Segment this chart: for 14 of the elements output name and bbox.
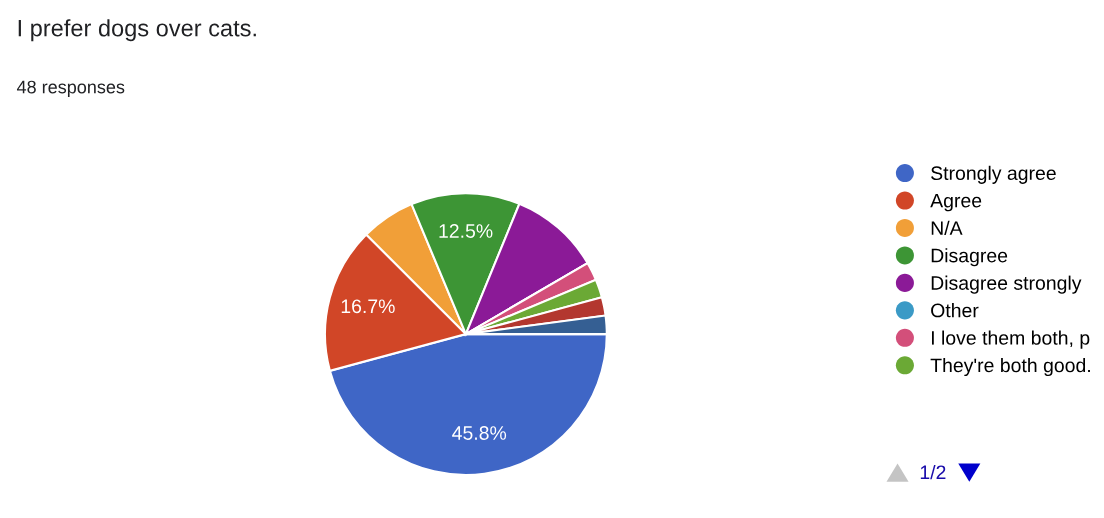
- legend-label: Other: [931, 303, 979, 318]
- legend-label: I love them both, p: [931, 330, 1090, 349]
- legend-label: They're both good.: [930, 357, 1090, 377]
- legend-label: Disagree: [931, 248, 1008, 267]
- chart-title: I prefer dogs over cats.: [18, 19, 256, 42]
- text: 48 responses: [16, 80, 125, 97]
- legend-label: Agree: [930, 193, 982, 212]
- legend-label: Strongly agree: [931, 165, 1056, 184]
- legend-label: Disagree strongly: [931, 275, 1082, 294]
- legend-label: N/A: [931, 220, 963, 235]
- data-label: 45.8%: [452, 426, 507, 440]
- data-label: 12.5%: [439, 224, 493, 238]
- text: 1/2: [920, 464, 946, 480]
- data-label: 16.7%: [341, 299, 395, 314]
